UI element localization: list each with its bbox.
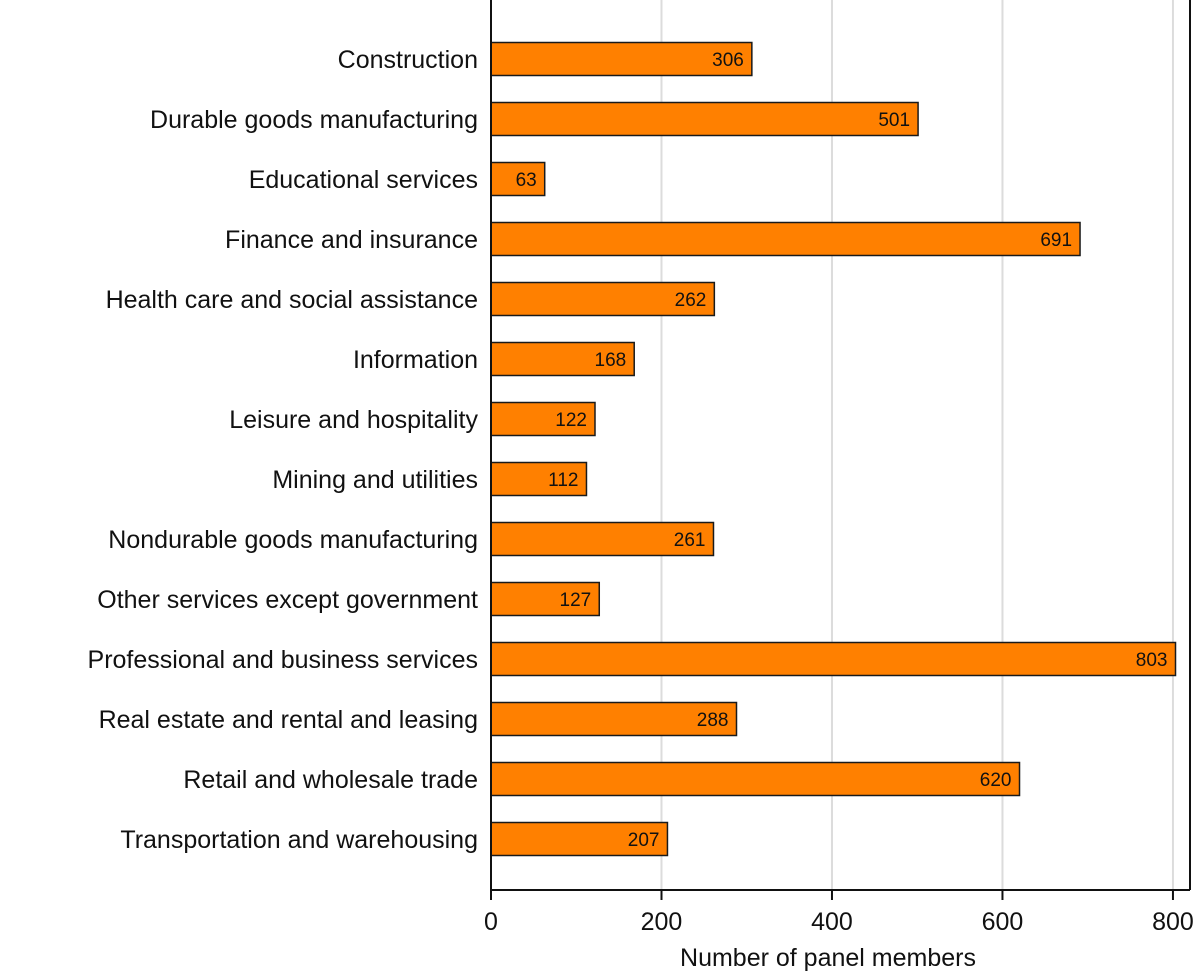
bar xyxy=(490,281,716,317)
bar xyxy=(490,521,715,557)
bar-value-label: 112 xyxy=(548,470,578,491)
category-label: Nondurable goods manufacturing xyxy=(108,526,478,554)
category-label: Retail and wholesale trade xyxy=(183,766,478,794)
bar xyxy=(490,41,753,77)
bar-value-label: 168 xyxy=(595,350,627,371)
grid-layer xyxy=(660,0,1174,890)
x-tick-label: 200 xyxy=(641,908,683,936)
bar-value-label: 261 xyxy=(674,530,706,551)
bar-value-label: 803 xyxy=(1136,650,1168,671)
category-label: Mining and utilities xyxy=(272,466,478,494)
bar-layer: 306 501 63 691 262 168 122 112 261 127 803 288 620 20… xyxy=(490,41,1177,857)
bar-value-label: 306 xyxy=(712,50,744,71)
bar-value-label: 288 xyxy=(697,710,729,731)
x-axis-title: Number of panel members xyxy=(680,944,976,972)
x-tick-label: 400 xyxy=(811,908,853,936)
category-label: Transportation and warehousing xyxy=(120,826,478,854)
bar xyxy=(490,821,669,857)
category-label: Information xyxy=(353,346,478,374)
bar-value-label: 262 xyxy=(675,290,707,311)
bar-value-label: 122 xyxy=(555,410,587,431)
category-label: Other services except government xyxy=(97,586,478,614)
category-label: Professional and business services xyxy=(88,646,478,674)
bar-value-label: 127 xyxy=(560,590,592,611)
category-label: Construction xyxy=(338,46,478,74)
bar xyxy=(490,701,738,737)
bar-value-label: 63 xyxy=(516,170,537,191)
category-label: Health care and social assistance xyxy=(106,286,478,314)
bar-value-label: 207 xyxy=(628,830,660,851)
category-label: Leisure and hospitality xyxy=(229,406,478,434)
bar-value-label: 501 xyxy=(878,110,910,131)
category-label: Durable goods manufacturing xyxy=(150,106,478,134)
category-label: Finance and insurance xyxy=(225,226,478,254)
bar-value-label: 620 xyxy=(980,770,1012,791)
category-label: Real estate and rental and leasing xyxy=(99,706,478,734)
x-tick-label: 600 xyxy=(982,908,1024,936)
axis-layer: Construction Durable goods manufacturing E… xyxy=(88,0,1194,936)
bar xyxy=(490,161,546,197)
category-label: Educational services xyxy=(249,166,478,194)
bar xyxy=(490,101,919,137)
bar xyxy=(490,221,1081,257)
x-tick-label: 0 xyxy=(484,908,498,936)
x-tick-label: 800 xyxy=(1152,908,1194,936)
bar xyxy=(490,641,1177,677)
bar-value-label: 691 xyxy=(1040,230,1072,251)
bar xyxy=(490,761,1021,797)
bar xyxy=(490,581,601,617)
